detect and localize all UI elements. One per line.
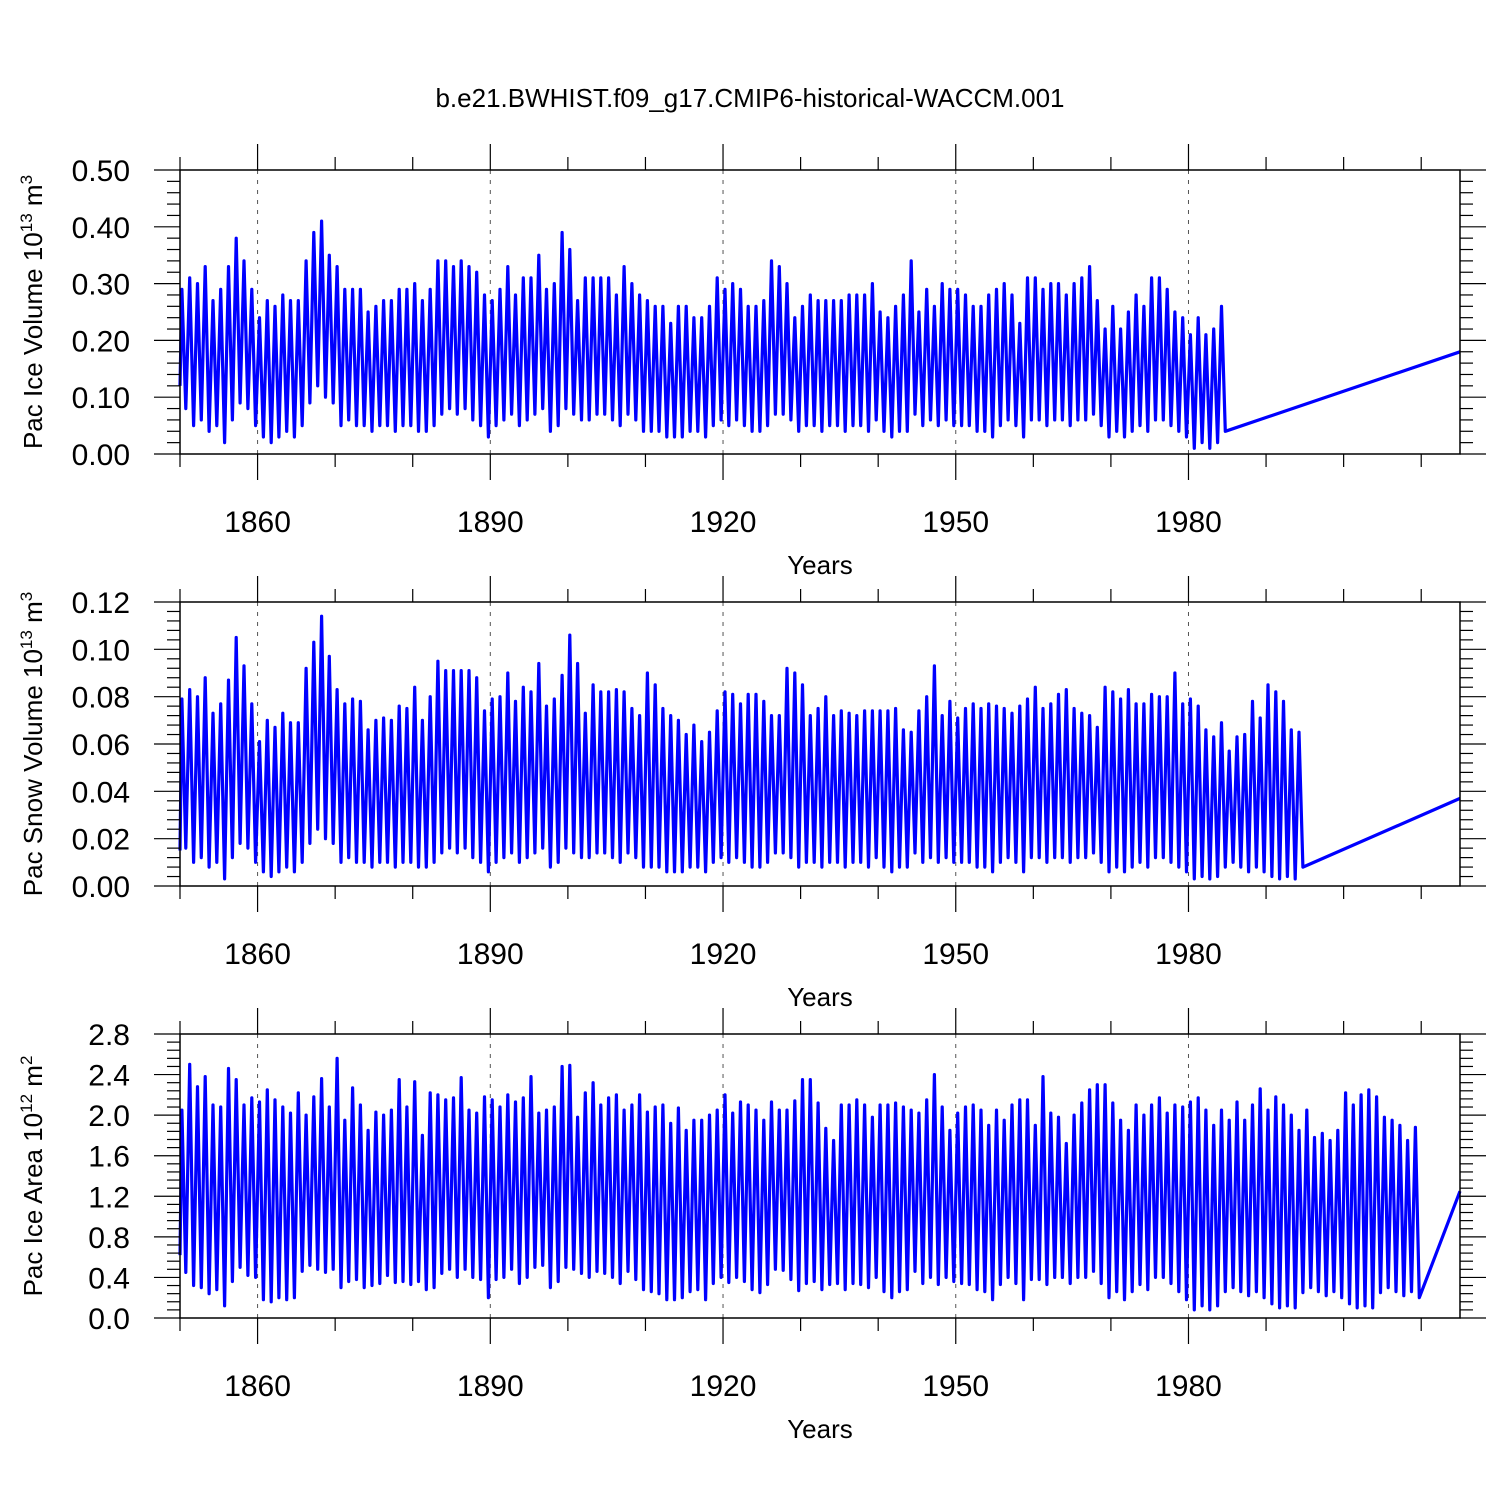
x-axis-label: Years bbox=[787, 1414, 853, 1444]
x-tick-label: 1860 bbox=[224, 506, 291, 539]
y-tick-label: 0.12 bbox=[72, 587, 130, 620]
x-tick-label: 1980 bbox=[1155, 1370, 1222, 1403]
y-axis-label: Pac Snow Volume 1013 m3 bbox=[17, 592, 48, 896]
panel-ice-area: 0.0 0.4 0.8 1.2 1.6 2.0 2.4 2.8 1860 1890 1920 1950… bbox=[17, 1008, 1486, 1444]
y-tick-label: 0.4 bbox=[88, 1262, 130, 1295]
x-tick-label: 1890 bbox=[457, 938, 524, 971]
y-tick-label: 0.06 bbox=[72, 729, 130, 762]
y-tick-label: 0.20 bbox=[72, 325, 130, 358]
y-tick-label: 0.10 bbox=[72, 382, 130, 415]
x-tick-label: 1920 bbox=[690, 938, 757, 971]
y-tick-label: 0.02 bbox=[72, 824, 130, 857]
series-line bbox=[178, 614, 1461, 881]
y-tick-label: 0.8 bbox=[88, 1222, 130, 1255]
x-tick-label: 1950 bbox=[922, 506, 989, 539]
y-tick-label: 0.50 bbox=[72, 155, 130, 188]
x-axis-label: Years bbox=[787, 982, 853, 1012]
y-axis-label: Pac Ice Area 1012 m2 bbox=[17, 1056, 48, 1297]
y-tick-label: 2.8 bbox=[88, 1019, 130, 1052]
x-tick-label: 1980 bbox=[1155, 506, 1222, 539]
y-tick-label: 0.10 bbox=[72, 634, 130, 667]
y-tick-label: 0.0 bbox=[88, 1303, 130, 1336]
x-tick-label: 1950 bbox=[922, 1370, 989, 1403]
series-line bbox=[178, 1056, 1462, 1312]
y-tick-label: 0.40 bbox=[72, 212, 130, 245]
panel-ice-volume: 0.00 0.10 0.20 0.30 0.40 0.50 1860 1890 1920 1950… bbox=[17, 144, 1486, 580]
y-tick-label: 2.4 bbox=[88, 1060, 130, 1093]
panel-snow-volume: 0.00 0.02 0.04 0.06 0.08 0.10 0.12 1860 1890 1920… bbox=[17, 576, 1486, 1012]
y-axis-label: Pac Ice Volume 1013 m3 bbox=[17, 175, 48, 449]
x-tick-label: 1920 bbox=[690, 1370, 757, 1403]
plot-frame bbox=[179, 1033, 1461, 1319]
y-tick-label: 1.2 bbox=[88, 1181, 130, 1214]
y-tick-label: 2.0 bbox=[88, 1100, 130, 1133]
panels: 0.00 0.10 0.20 0.30 0.40 0.50 1860 1890 1920 1950… bbox=[17, 144, 1486, 1444]
plot-frame bbox=[179, 169, 1461, 455]
x-tick-label: 1950 bbox=[922, 938, 989, 971]
figure-title: b.e21.BWHIST.f09_g17.CMIP6-historical-WA… bbox=[435, 83, 1064, 113]
x-tick-label: 1920 bbox=[690, 506, 757, 539]
series-line bbox=[178, 219, 1461, 450]
y-tick-label: 0.00 bbox=[72, 439, 130, 472]
x-axis-label: Years bbox=[787, 550, 853, 580]
x-tick-label: 1890 bbox=[457, 1370, 524, 1403]
x-tick-label: 1980 bbox=[1155, 938, 1222, 971]
y-tick-label: 1.6 bbox=[88, 1141, 130, 1174]
x-tick-label: 1860 bbox=[224, 938, 291, 971]
y-tick-label: 0.30 bbox=[72, 269, 130, 302]
x-tick-label: 1860 bbox=[224, 1370, 291, 1403]
y-tick-label: 0.08 bbox=[72, 682, 130, 715]
y-tick-label: 0.04 bbox=[72, 776, 130, 809]
y-tick-label: 0.00 bbox=[72, 871, 130, 904]
x-tick-label: 1890 bbox=[457, 506, 524, 539]
